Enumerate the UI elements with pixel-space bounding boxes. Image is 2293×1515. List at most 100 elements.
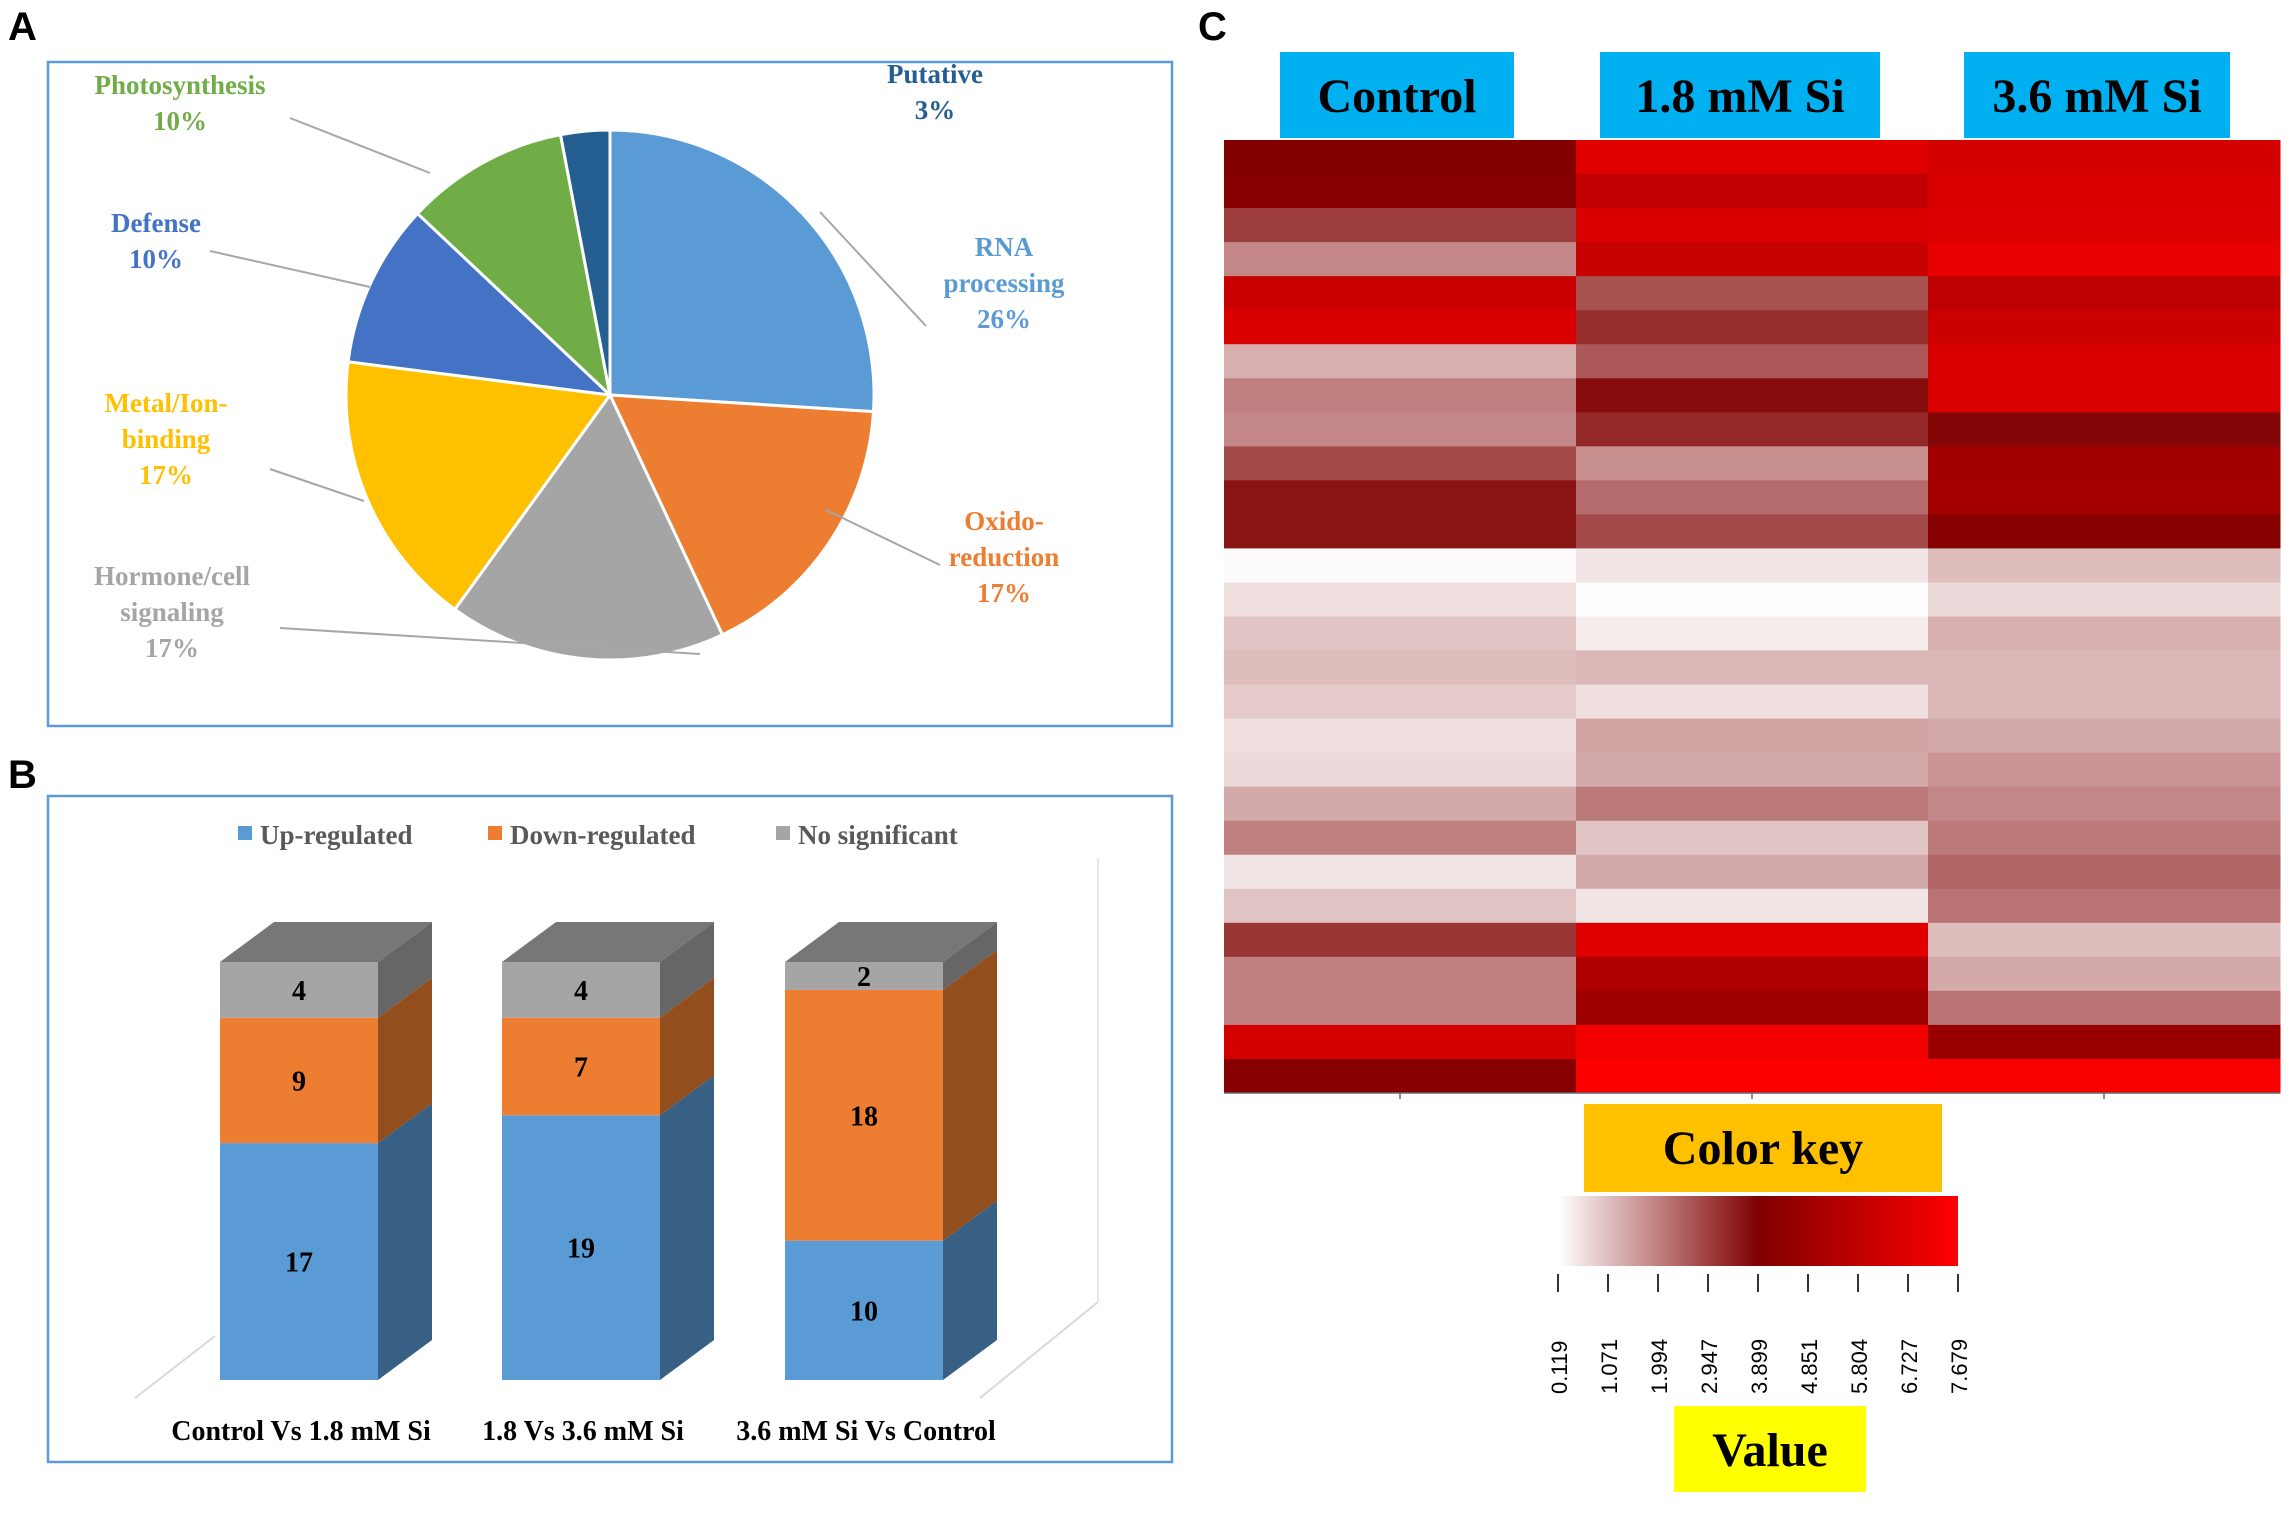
heatmap-cell	[1928, 208, 2281, 243]
heatmap-cell	[1224, 412, 1577, 447]
bar-segment-side	[378, 922, 432, 1018]
bar-segment-side	[378, 977, 432, 1144]
floor-guides	[134, 1301, 1099, 1399]
heatmap-cell	[1224, 276, 1577, 311]
bar-segment-up-regulated	[502, 1115, 660, 1380]
pie-leader-line	[819, 211, 927, 327]
bar-value-label: 7	[574, 1053, 588, 1084]
heatmap-cell	[1576, 752, 1929, 788]
bar-segment-no-significant	[785, 962, 943, 990]
bar-segment-side	[660, 1075, 714, 1380]
heatmap-axis	[1224, 1092, 2280, 1099]
heatmap-cell	[1224, 310, 1577, 345]
legend-label: Up-regulated	[260, 820, 413, 850]
heatmap-cell	[1224, 548, 1577, 583]
color-key-tick-label: 0.119	[1547, 1341, 1572, 1394]
heatmap-cell	[1576, 446, 1929, 481]
heatmap-cell	[1224, 616, 1577, 652]
heatmap-cell	[1928, 548, 2281, 583]
bar-category-label: Control Vs 1.8 mM Si	[171, 1416, 431, 1447]
heatmap-cell	[1224, 854, 1577, 890]
pie-label-percent: 17%	[139, 460, 193, 490]
color-key-tick-label: 1.071	[1597, 1339, 1622, 1394]
pie-slice-hormone-cell-signaling	[452, 392, 725, 662]
pie-label-name: Oxido-	[964, 506, 1044, 536]
heatmap-cell	[1576, 378, 1929, 413]
heatmap-cell	[1224, 990, 1577, 1026]
heatmap-cell	[1224, 820, 1577, 856]
heatmap-cell	[1928, 1058, 2281, 1094]
heatmap-column-header: 3.6 mM Si	[1992, 70, 2201, 123]
bar-top-face	[502, 922, 714, 962]
bar-value-label: 19	[567, 1234, 595, 1265]
heatmap-cell	[1928, 616, 2281, 652]
heatmap-cell	[1576, 480, 1929, 515]
color-key-tick-label: 6.727	[1897, 1339, 1922, 1394]
heatmap-cell	[1928, 242, 2281, 277]
heatmap-cell	[1224, 888, 1577, 924]
heatmap-cell	[1224, 718, 1577, 754]
panel-letter-a: A	[8, 5, 37, 49]
heatmap-cell	[1224, 956, 1577, 992]
color-key-label-bg	[1584, 1104, 1942, 1192]
bar-segment-down-regulated	[502, 1017, 660, 1116]
legend-label: No significant	[798, 820, 958, 850]
bar-segment-side	[943, 949, 997, 1241]
heatmap-cell	[1224, 650, 1577, 686]
bar-value-label: 9	[292, 1066, 306, 1097]
heatmap-cell	[1928, 718, 2281, 754]
heatmap-cell	[1928, 582, 2281, 617]
heatmap-column-header-bg	[1600, 52, 1880, 138]
heatmap-cell	[1928, 378, 2281, 413]
heatmap-cell	[1224, 208, 1577, 243]
value-label: Value	[1712, 1424, 1828, 1477]
heatmap-cell	[1576, 1058, 1929, 1094]
pie-slice-rna-processing	[608, 128, 876, 414]
legend-swatch	[776, 826, 790, 840]
heatmap-cell	[1224, 514, 1577, 549]
pie-label-name: reduction	[949, 542, 1060, 572]
bar-value-label: 17	[285, 1248, 313, 1279]
color-key-tick-label: 4.851	[1797, 1339, 1822, 1394]
color-key-tick-label: 7.679	[1947, 1339, 1972, 1394]
heatmap-cell	[1576, 718, 1929, 754]
pie-label-name: binding	[122, 424, 211, 454]
pie-leader-line	[279, 627, 701, 655]
pie-label-name: signaling	[120, 597, 224, 627]
heatmap-cell	[1576, 412, 1929, 447]
bar-segment-side	[378, 1103, 432, 1380]
bar-value-label: 4	[574, 976, 588, 1007]
legend-swatch	[488, 826, 502, 840]
heatmap-cell	[1576, 548, 1929, 583]
pie-label-name: Metal/Ion-	[105, 388, 228, 418]
heatmap-cell	[1576, 820, 1929, 856]
bar-segment-side	[943, 1200, 997, 1380]
heatmap-cell	[1224, 582, 1577, 617]
pie-leader-line	[289, 117, 431, 174]
heatmap-cell	[1576, 242, 1929, 277]
heatmap-cell	[1928, 514, 2281, 549]
bar-value-label: 2	[857, 962, 871, 993]
heatmap-cell	[1928, 174, 2281, 209]
heatmap-cell	[1224, 684, 1577, 720]
pie-label-percent: 17%	[977, 578, 1031, 608]
pie-label-percent: 26%	[977, 304, 1031, 334]
heatmap-cell	[1576, 310, 1929, 345]
heatmap-cell	[1224, 378, 1577, 413]
heatmap-cell	[1928, 446, 2281, 481]
heatmap-cell	[1224, 752, 1577, 788]
legend-label: Down-regulated	[510, 820, 696, 850]
heatmap-cell	[1224, 1058, 1577, 1094]
bar-value-label: 4	[292, 976, 306, 1007]
bar-segment-side	[660, 977, 714, 1116]
pie-label-percent: 17%	[145, 633, 199, 663]
bar-segment-up-regulated	[220, 1143, 378, 1380]
heatmap-cell	[1928, 956, 2281, 992]
heatmap-cell	[1928, 888, 2281, 924]
heatmap-cell	[1928, 650, 2281, 686]
heatmap-cell	[1576, 888, 1929, 924]
heatmap-cell	[1928, 310, 2281, 345]
color-key-gradient	[1558, 1196, 1958, 1266]
panel-letter-c: C	[1198, 5, 1227, 49]
heatmap-cell	[1928, 276, 2281, 311]
